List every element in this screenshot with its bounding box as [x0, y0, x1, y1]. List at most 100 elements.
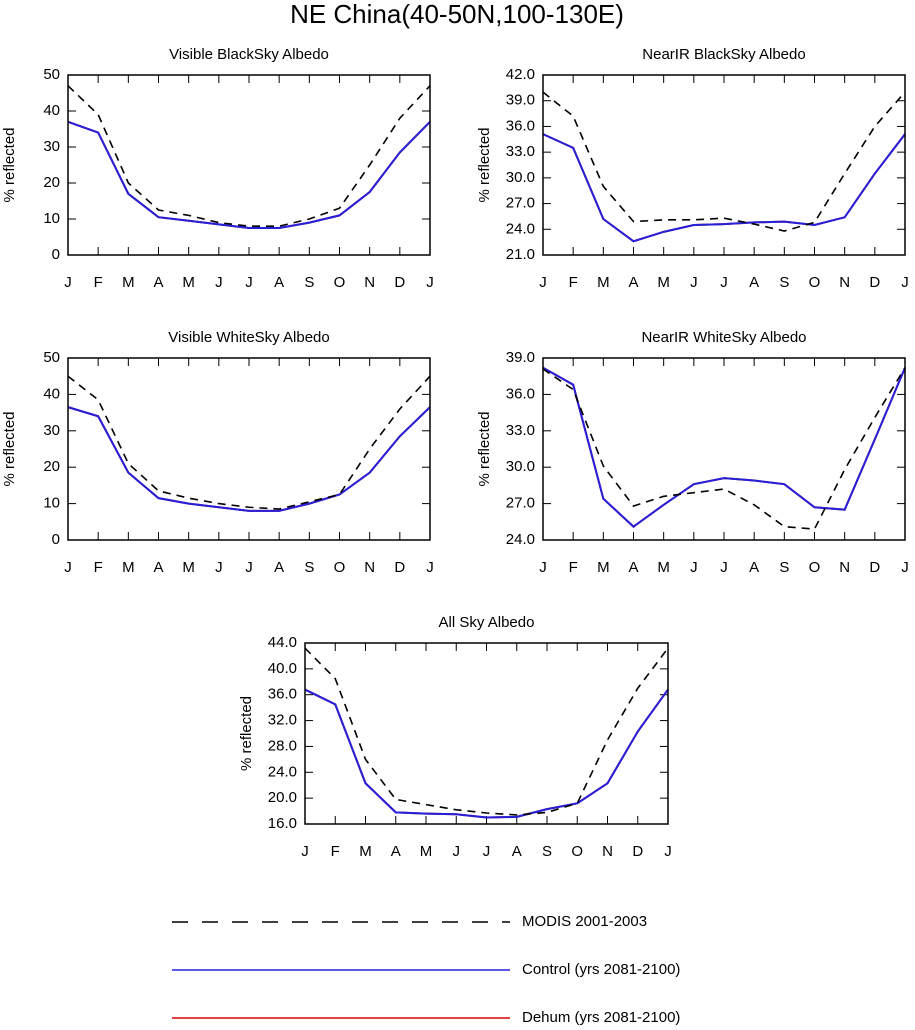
y-tick-label: 50 [43, 66, 60, 83]
x-tick-label: O [334, 274, 346, 291]
y-tick-label: 50 [43, 349, 60, 366]
y-tick-label: 44.0 [268, 634, 297, 651]
x-tick-label: J [539, 274, 547, 291]
x-tick-label: F [94, 274, 103, 291]
y-tick-label: 20 [43, 458, 60, 475]
series-line [67, 120, 431, 229]
x-tick-label: N [364, 274, 375, 291]
legend-label: Dehum (yrs 2081-2100) [522, 1009, 680, 1026]
series-line [67, 406, 431, 512]
y-tick-label: 24.0 [506, 220, 535, 237]
y-tick-label: 10 [43, 210, 60, 227]
series-line [67, 406, 431, 512]
y-axis-label: % reflected [238, 696, 255, 771]
panel-title: NearIR WhiteSky Albedo [641, 329, 806, 346]
x-tick-label: A [628, 559, 638, 576]
series-line [67, 375, 431, 510]
x-tick-label: S [779, 274, 789, 291]
x-tick-label: S [542, 843, 552, 860]
y-tick-label: 40.0 [268, 660, 297, 677]
y-tick-label: 40 [43, 102, 60, 119]
x-tick-label: F [94, 559, 103, 576]
y-tick-label: 32.0 [268, 712, 297, 729]
plot-frame [542, 74, 906, 256]
y-tick-label: 20 [43, 174, 60, 191]
x-tick-label: D [394, 559, 405, 576]
x-tick-label: J [901, 274, 909, 291]
y-tick-label: 36.0 [268, 686, 297, 703]
series-line [304, 688, 669, 819]
x-tick-label: A [274, 559, 284, 576]
x-tick-label: M [122, 559, 135, 576]
x-tick-label: J [690, 559, 698, 576]
x-tick-label: O [571, 843, 583, 860]
x-tick-label: M [182, 559, 195, 576]
y-tick-label: 0 [52, 531, 60, 548]
y-tick-label: 33.0 [506, 143, 535, 160]
series-line [67, 120, 431, 229]
series-line [542, 91, 906, 232]
series-line [542, 366, 906, 528]
x-tick-label: N [602, 843, 613, 860]
x-tick-label: J [720, 274, 728, 291]
y-axis-label: % reflected [476, 411, 493, 486]
x-tick-label: J [245, 559, 253, 576]
y-tick-label: 30 [43, 422, 60, 439]
x-tick-label: F [569, 559, 578, 576]
x-tick-label: M [597, 559, 610, 576]
y-tick-label: 16.0 [268, 815, 297, 832]
x-tick-label: O [809, 274, 821, 291]
x-tick-label: A [153, 559, 163, 576]
series-line [304, 688, 669, 819]
x-tick-label: M [420, 843, 433, 860]
x-tick-label: J [720, 559, 728, 576]
series-line [542, 133, 906, 243]
y-tick-label: 36.0 [506, 385, 535, 402]
x-tick-label: S [304, 559, 314, 576]
y-tick-label: 42.0 [506, 66, 535, 83]
y-tick-label: 30.0 [506, 169, 535, 186]
x-tick-label: A [274, 274, 284, 291]
y-tick-label: 27.0 [506, 495, 535, 512]
series-line [542, 366, 906, 528]
series-line [304, 647, 669, 816]
x-tick-label: A [512, 843, 522, 860]
x-tick-label: A [391, 843, 401, 860]
x-tick-label: F [569, 274, 578, 291]
x-tick-label: J [245, 274, 253, 291]
y-tick-label: 28.0 [268, 737, 297, 754]
y-tick-label: 24.0 [506, 531, 535, 548]
legend-label: Control (yrs 2081-2100) [522, 961, 680, 978]
y-tick-label: 20.0 [268, 789, 297, 806]
x-tick-label: M [657, 559, 670, 576]
x-tick-label: J [539, 559, 547, 576]
y-axis-label: % reflected [1, 127, 18, 202]
x-tick-label: D [632, 843, 643, 860]
x-tick-label: N [839, 559, 850, 576]
x-tick-label: J [64, 274, 72, 291]
x-tick-label: J [426, 274, 434, 291]
x-tick-label: J [215, 274, 223, 291]
x-tick-label: M [359, 843, 372, 860]
y-tick-label: 21.0 [506, 246, 535, 263]
y-tick-label: 36.0 [506, 117, 535, 134]
y-tick-label: 30.0 [506, 458, 535, 475]
x-tick-label: A [749, 274, 759, 291]
x-tick-label: J [301, 843, 309, 860]
series-line [542, 367, 906, 530]
y-tick-label: 0 [52, 246, 60, 263]
x-tick-label: S [779, 559, 789, 576]
x-tick-label: M [182, 274, 195, 291]
x-tick-label: J [664, 843, 672, 860]
x-tick-label: J [215, 559, 223, 576]
x-tick-label: J [453, 843, 461, 860]
x-tick-label: M [122, 274, 135, 291]
y-tick-label: 40 [43, 385, 60, 402]
x-tick-label: O [334, 559, 346, 576]
plot-frame [542, 357, 906, 541]
x-tick-label: S [304, 274, 314, 291]
x-tick-label: D [869, 559, 880, 576]
y-tick-label: 39.0 [506, 92, 535, 109]
x-tick-label: J [426, 559, 434, 576]
